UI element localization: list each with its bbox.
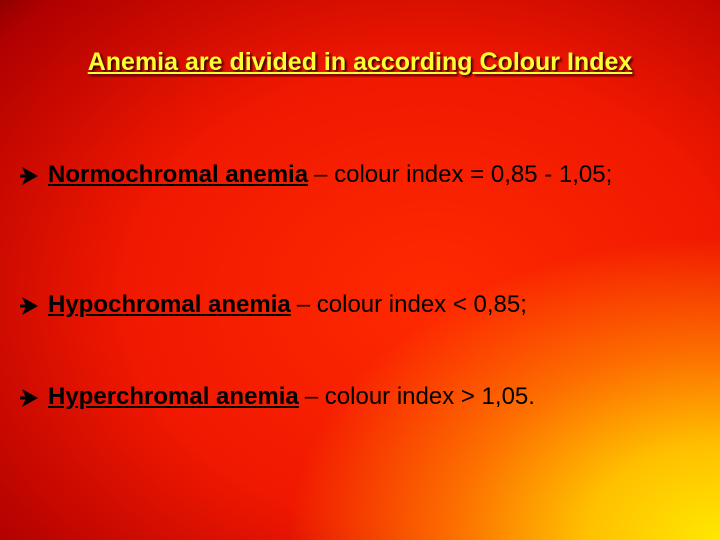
bullet-text: – colour index > 1,05. xyxy=(304,383,535,410)
bullet-term: Hyperchromal anemia xyxy=(48,383,299,410)
bullet: Normochromal anemia – colour index = 0,85… xyxy=(20,155,640,195)
bullet-arrow xyxy=(20,389,38,407)
bullet-text: – colour index < 0,85; xyxy=(296,291,527,318)
slide-title: Anemia are divided in according Colour I… xyxy=(87,48,633,76)
bullet-term: Hypochromal anemia xyxy=(48,291,291,318)
bullet-term: Normochromal anemia xyxy=(48,161,309,188)
bullet-text: – colour index = 0,85 - 1,05; xyxy=(314,161,613,188)
bullet: Hyperchromal anemia – colour index > 1,05… xyxy=(20,377,640,417)
bullet-arrow xyxy=(20,297,38,315)
bullet: Hypochromal anemia – colour index < 0,85; xyxy=(20,285,640,325)
bullet-arrow xyxy=(20,167,38,185)
